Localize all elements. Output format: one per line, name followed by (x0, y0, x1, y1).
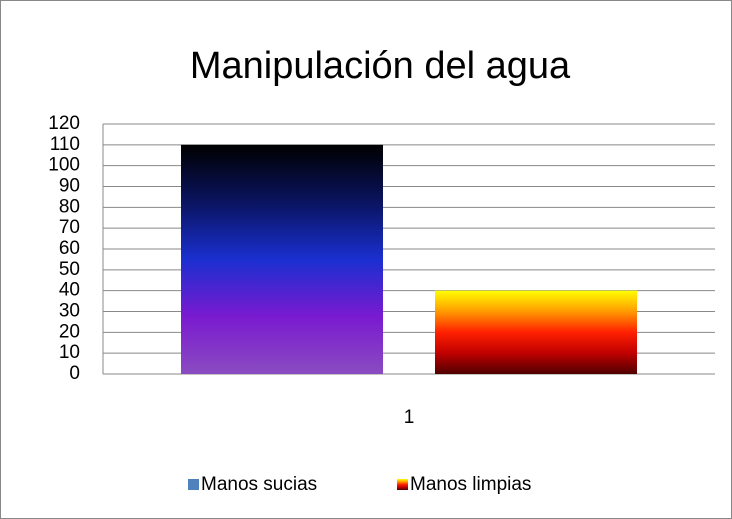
y-tick-label: 80 (59, 196, 80, 217)
legend-label: Manos sucias (201, 474, 317, 495)
bar (181, 144, 383, 374)
y-tick-label: 90 (59, 176, 80, 197)
y-tick-label: 100 (48, 155, 80, 176)
x-tick-label: 1 (404, 407, 415, 428)
y-tick-label: 10 (59, 342, 80, 363)
legend-label: Manos limpias (410, 474, 531, 495)
bar (435, 290, 637, 374)
y-tick-label: 50 (59, 259, 80, 280)
y-tick-label: 40 (59, 280, 80, 301)
legend-swatch (188, 479, 199, 490)
chart-title: Manipulación del agua (190, 45, 571, 87)
y-tick-label: 110 (50, 134, 80, 155)
legend-swatch (397, 479, 408, 490)
y-tick-label: 120 (48, 113, 80, 134)
y-tick-label: 0 (69, 363, 80, 384)
y-tick-label: 20 (59, 321, 80, 342)
y-tick-label: 60 (59, 238, 80, 259)
y-tick-label: 30 (59, 301, 80, 322)
y-tick-label: 70 (59, 217, 80, 238)
